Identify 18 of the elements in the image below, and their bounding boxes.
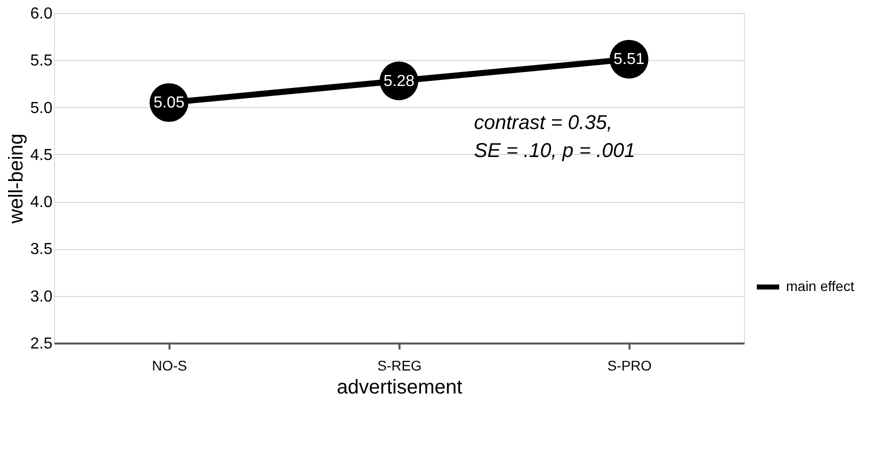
data-label: 5.28 [383,72,415,90]
y-tick-label: 2.5 [30,336,53,352]
x-axis-title: advertisement [336,376,463,398]
legend-label: main effect [786,278,854,294]
y-tick-label: 5.5 [30,52,53,70]
x-tick-label: S-PRO [607,358,652,374]
x-tick-label: NO-S [152,358,187,374]
annotation: contrast = 0.35, SE = .10, p = .001 [474,112,636,162]
y-tick-label: 3.0 [30,288,53,306]
y-tick-label: 4.5 [30,146,53,164]
data-label: 5.05 [153,94,185,112]
data-label: 5.51 [613,51,645,68]
y-tick-label: 5.0 [30,100,53,117]
y-axis-title: well-being [5,133,28,225]
y-tick-label: 6.0 [30,6,53,22]
y-tick-label: 4.0 [30,194,53,212]
y-tick-label: 3.5 [30,241,53,258]
x-tick-label: S-REG [377,358,422,374]
